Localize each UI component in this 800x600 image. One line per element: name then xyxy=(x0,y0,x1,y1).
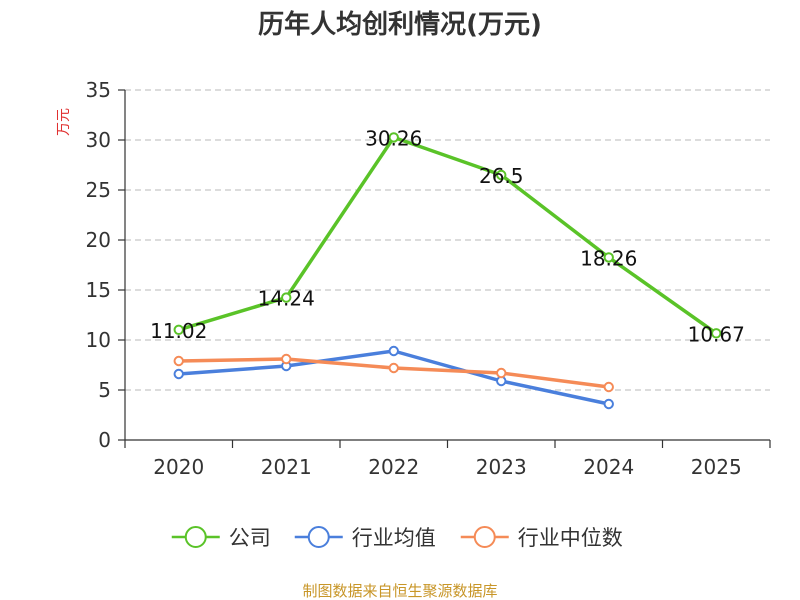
data-point[interactable] xyxy=(173,324,184,335)
legend-label: 行业均值 xyxy=(352,526,436,550)
legend[interactable]: 公司 行业均值 行业中位数 xyxy=(171,526,623,550)
legend-item-1[interactable]: 行业均值 xyxy=(294,526,436,550)
x-tick-label: 2023 xyxy=(476,455,527,479)
data-point[interactable] xyxy=(603,398,614,410)
y-tick-label: 25 xyxy=(86,178,111,202)
y-tick-label: 20 xyxy=(86,228,111,252)
data-label: 11.02 xyxy=(150,319,207,343)
data-point[interactable] xyxy=(603,252,614,263)
x-tick-label: 2025 xyxy=(691,455,742,479)
legend-label: 公司 xyxy=(229,526,271,550)
y-tick-label: 10 xyxy=(86,328,111,352)
data-point[interactable] xyxy=(496,367,507,379)
data-point[interactable] xyxy=(388,132,399,143)
x-tick-label: 2022 xyxy=(368,455,419,479)
legend-swatch-marker xyxy=(307,526,330,548)
legend-swatch-marker xyxy=(473,526,496,548)
series-line xyxy=(177,135,718,336)
x-tick-label: 2021 xyxy=(261,455,312,479)
data-label: 10.67 xyxy=(688,322,745,346)
data-label: 30.26 xyxy=(365,126,422,150)
y-tick-label: 5 xyxy=(98,378,111,402)
y-tick-label: 0 xyxy=(98,428,111,452)
legend-item-2[interactable]: 行业中位数 xyxy=(460,526,623,550)
data-labels: 11.02 14.24 30.26 26.5 18.26 10.67 xyxy=(150,126,745,346)
data-point[interactable] xyxy=(173,368,184,380)
data-label: 14.24 xyxy=(258,287,315,311)
x-tick-label: 2024 xyxy=(583,455,634,479)
series-2 xyxy=(173,353,614,393)
gridlines xyxy=(125,89,770,391)
y-axis-label: 万元 xyxy=(56,108,72,136)
y-tick-label: 30 xyxy=(86,128,111,152)
data-label: 18.26 xyxy=(580,246,637,270)
y-tick-label: 35 xyxy=(86,78,111,102)
data-point[interactable] xyxy=(388,362,399,374)
legend-swatch-marker xyxy=(184,526,207,548)
data-point[interactable] xyxy=(388,345,399,357)
data-label: 26.5 xyxy=(479,164,524,188)
data-point[interactable] xyxy=(281,292,292,303)
x-tick-label: 2020 xyxy=(153,455,204,479)
data-point[interactable] xyxy=(603,381,614,393)
series-0 xyxy=(173,132,722,339)
series-lines xyxy=(173,132,722,410)
data-point[interactable] xyxy=(711,328,722,339)
legend-label: 行业中位数 xyxy=(518,526,623,550)
chart-title: 历年人均创利情况(万元) xyxy=(258,9,542,40)
source-note: 制图数据来自恒生聚源数据库 xyxy=(302,582,497,600)
legend-item-0[interactable]: 公司 xyxy=(171,526,271,550)
y-tick-label: 15 xyxy=(86,278,111,302)
data-point[interactable] xyxy=(496,169,507,181)
data-point[interactable] xyxy=(281,353,292,365)
data-point[interactable] xyxy=(173,355,184,367)
